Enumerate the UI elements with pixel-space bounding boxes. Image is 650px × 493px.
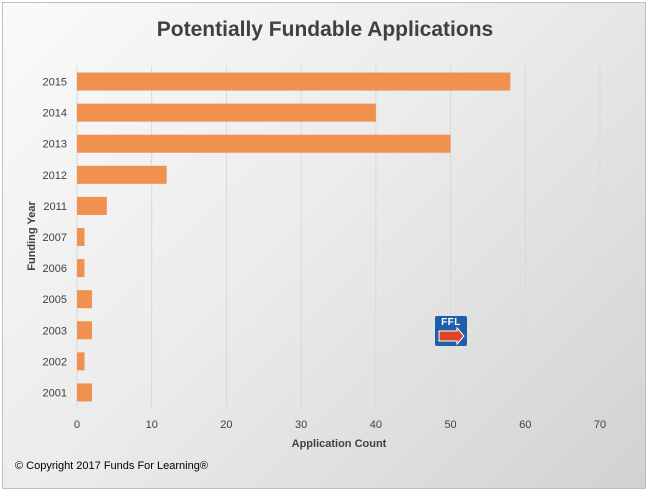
x-tick-label: 70	[594, 419, 606, 431]
x-tick-label: 10	[146, 419, 158, 431]
y-tick-label: 2003	[43, 325, 67, 337]
ffl-logo: FFL	[435, 316, 467, 346]
x-tick-label: 50	[444, 419, 456, 431]
bar-2002	[77, 352, 85, 371]
bar-2005	[77, 290, 92, 309]
logo-text: FFL	[441, 317, 461, 328]
logo-arrow-icon	[438, 326, 465, 346]
y-tick-label: 2015	[43, 77, 67, 89]
gridlines	[76, 66, 601, 408]
bars	[77, 72, 511, 402]
y-tick-label: 2014	[43, 108, 67, 120]
x-tick-label: 30	[295, 419, 307, 431]
bar-2013	[77, 134, 451, 153]
y-tick-label: 2012	[43, 170, 67, 182]
y-tick-label: 2007	[43, 232, 67, 244]
x-tick-label: 60	[519, 419, 531, 431]
y-tick-labels: 2015 2014 2013 2012 2011 2007 2006 2005 2003 2002…	[43, 77, 67, 400]
y-tick-label: 2005	[43, 294, 67, 306]
bar-2012	[77, 165, 167, 184]
bar-2001	[77, 383, 92, 402]
copyright-text: © Copyright 2017 Funds For Learning®	[15, 460, 208, 472]
x-tick-label: 0	[74, 419, 80, 431]
bar-2014	[77, 103, 376, 122]
x-tick-labels: 0 10 20 30 40 50 60 70	[74, 419, 606, 431]
y-tick-label: 2006	[43, 263, 67, 275]
bar-2006	[77, 259, 85, 278]
x-tick-label: 40	[370, 419, 382, 431]
chart-title: Potentially Fundable Applications	[156, 18, 494, 41]
bar-2003	[77, 321, 92, 340]
x-tick-label: 20	[220, 419, 232, 431]
x-axis-label: Application Count	[292, 438, 387, 450]
y-axis-label: Funding Year	[26, 201, 38, 271]
bar-2011	[77, 196, 107, 215]
bar-2007	[77, 227, 85, 247]
y-tick-label: 2013	[43, 139, 67, 151]
y-tick-label: 2001	[43, 387, 67, 399]
bar-2015	[77, 72, 511, 91]
y-tick-label: 2002	[43, 356, 67, 368]
y-tick-label: 2011	[43, 201, 67, 213]
